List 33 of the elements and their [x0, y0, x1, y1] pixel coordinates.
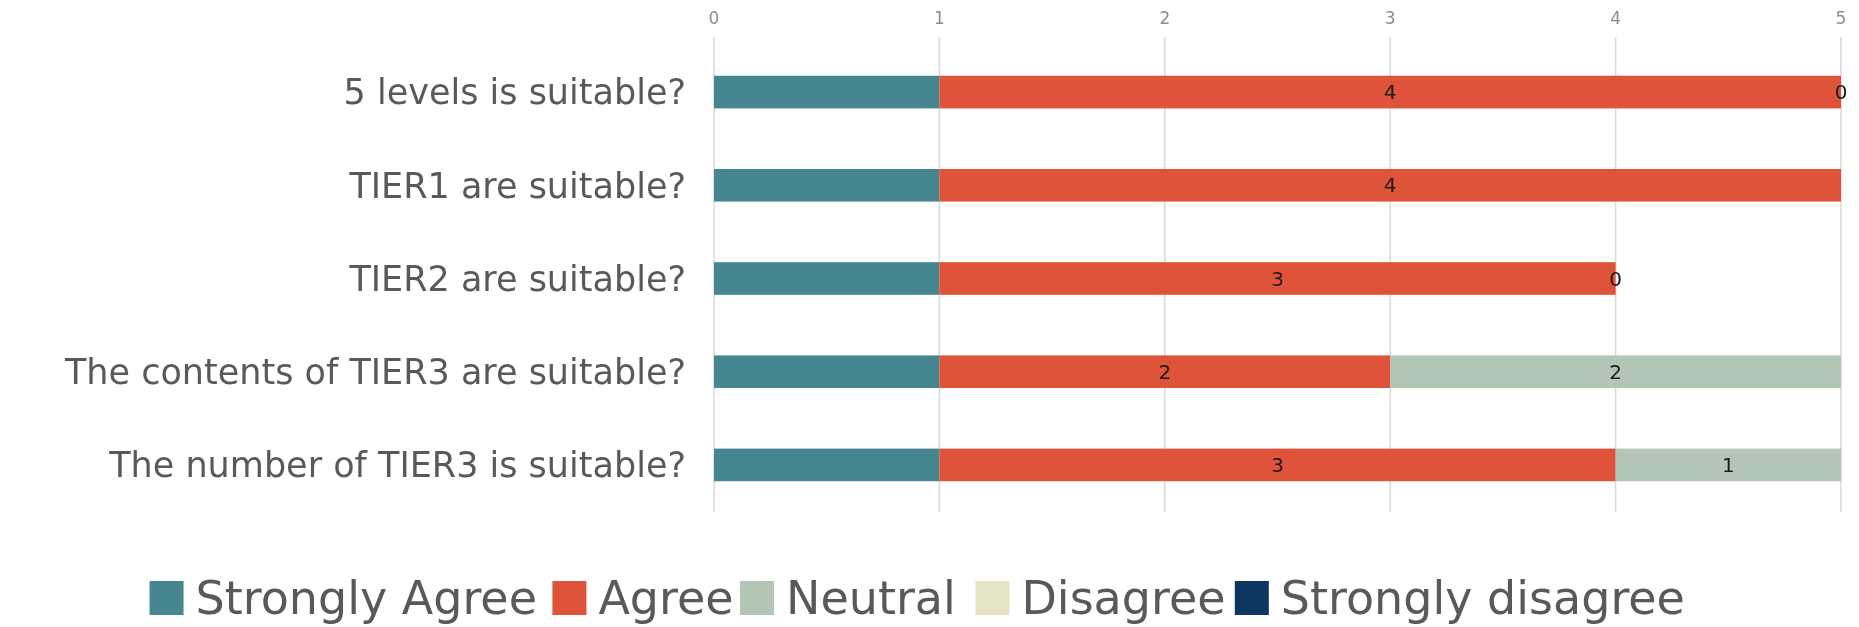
bar	[1615, 448, 1841, 482]
bar	[714, 168, 940, 202]
legend-label: Strongly disagree	[1280, 571, 1685, 626]
legend-label: Disagree	[1021, 571, 1226, 626]
bar	[939, 355, 1391, 389]
legend-label: Agree	[598, 571, 734, 626]
x-tick-label: 0	[708, 8, 720, 28]
data-label: 3	[1271, 266, 1284, 291]
bar	[714, 262, 940, 295]
legend-label: Strongly Agree	[195, 571, 537, 626]
y-tick-label: The number of TIER3 is suitable?	[108, 445, 686, 486]
y-tick-label: TIER1 are suitable?	[348, 165, 686, 206]
data-label: 4	[1383, 173, 1397, 198]
data-label: 3	[1271, 452, 1284, 477]
bar	[1390, 355, 1841, 389]
bar	[714, 448, 940, 482]
x-tick-label: 4	[1610, 8, 1622, 28]
y-tick-label: 5 levels is suitable?	[343, 72, 686, 113]
x-tick-label: 5	[1835, 8, 1847, 28]
bar	[939, 448, 1616, 482]
data-label: 1	[1721, 452, 1735, 477]
bar	[714, 355, 940, 389]
data-label: 2	[1158, 359, 1172, 384]
x-tick-label: 3	[1384, 8, 1396, 28]
data-label: 2	[1609, 359, 1622, 384]
y-tick-label: TIER2 are suitable?	[348, 258, 686, 299]
x-tick-label: 2	[1159, 8, 1171, 28]
x-tick-label: 1	[933, 8, 945, 28]
y-tick-label: The contents of TIER3 are suitable?	[63, 351, 686, 392]
legend-label: Neutral	[786, 571, 956, 626]
data-label: 4	[1383, 80, 1397, 105]
bar	[714, 75, 940, 109]
bar	[939, 168, 1841, 202]
